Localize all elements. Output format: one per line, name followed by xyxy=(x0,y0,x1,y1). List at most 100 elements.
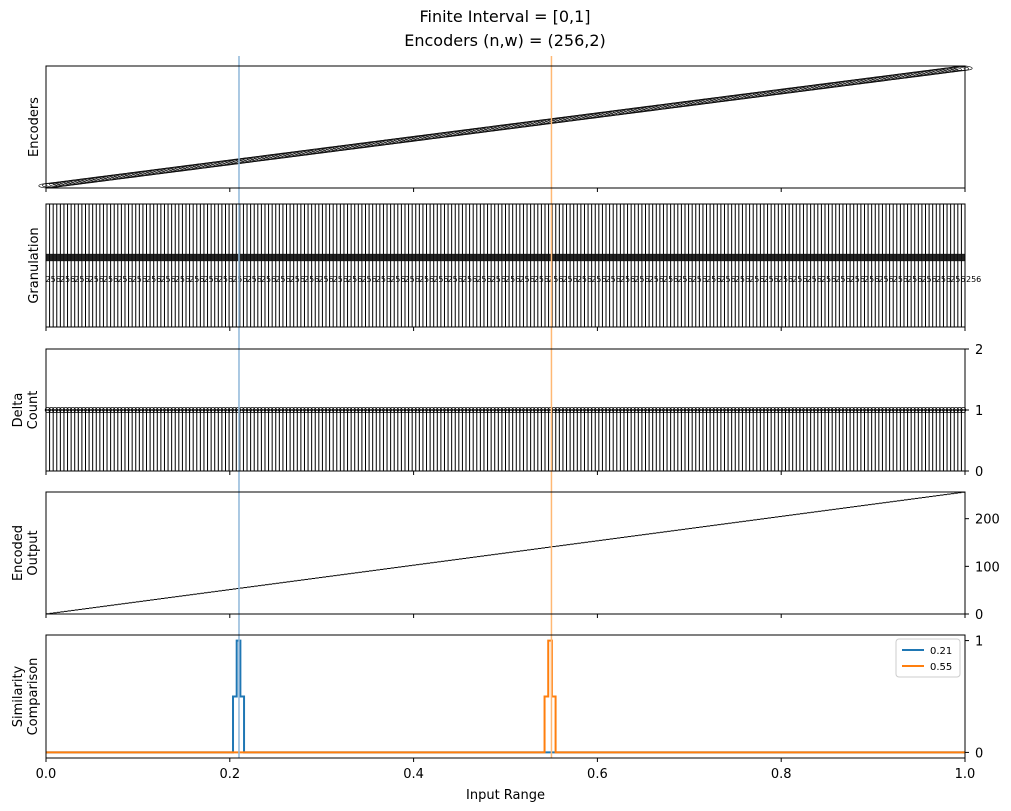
granulation-bin-band xyxy=(114,253,118,262)
granulation-bin-band xyxy=(221,253,226,262)
granulation-bin-band xyxy=(860,253,865,262)
granulation-bin-band xyxy=(56,253,61,262)
similarity-ylabel-line-1: Similarity xyxy=(11,665,26,727)
granulation-bin-band xyxy=(681,253,686,262)
similarity-x-tick-label: 0.6 xyxy=(587,767,608,782)
granulation-bin-band xyxy=(562,253,567,262)
granulation-bin-band xyxy=(699,253,704,262)
granulation-bin-band xyxy=(666,253,671,262)
granulation-bin-band xyxy=(476,253,481,262)
granulation-bin-band xyxy=(566,253,571,262)
granulation-bin-band xyxy=(261,253,266,262)
granulation-bin-band xyxy=(433,253,438,262)
granulation-bin-band xyxy=(437,253,442,262)
granulation-bin-label: 256 xyxy=(117,275,132,284)
granulation-bin-band xyxy=(821,253,826,262)
granulation-bin-band xyxy=(634,253,639,262)
granulation-bin-label: 256 xyxy=(634,275,649,284)
encoded-y-tick-label: 200 xyxy=(975,513,1000,528)
granulation-bin-band xyxy=(117,253,122,262)
granulation-bin-band xyxy=(695,253,700,262)
granulation-bin-band xyxy=(663,253,668,262)
granulation-bin-band xyxy=(519,253,524,262)
granulation-bin-band xyxy=(577,253,582,262)
granulation-bin-band xyxy=(670,253,675,262)
granulation-bin-band xyxy=(304,253,309,262)
granulation-bin-label: 256 xyxy=(893,275,908,284)
granulation-bin-band xyxy=(365,253,370,262)
granulation-bin-band xyxy=(900,253,905,262)
granulation-bin-band xyxy=(839,253,844,262)
granulation-bin-label: 256 xyxy=(103,275,118,284)
granulation-bin-band xyxy=(315,253,319,262)
granulation-bin-band xyxy=(630,253,635,262)
granulation-bin-band xyxy=(914,253,919,262)
granulation-bin-band xyxy=(336,253,341,262)
granulation-bin-band xyxy=(494,253,499,262)
granulation-bin-band xyxy=(347,253,352,262)
granulation-bin-band xyxy=(264,253,269,262)
granulation-bin-band xyxy=(300,253,305,262)
granulation-bin-label: 256 xyxy=(620,275,635,284)
granulation-bin-band xyxy=(706,253,711,262)
granulation-bin-band xyxy=(501,253,506,262)
granulation-bin-band xyxy=(724,253,729,262)
granulation-bin-band xyxy=(444,253,449,262)
granulation-bin-band xyxy=(480,253,485,262)
granulation-bin-label: 256 xyxy=(749,275,764,284)
granulation-bin-band xyxy=(602,253,607,262)
delta-count-frame xyxy=(45,348,966,472)
granulation-bin-band xyxy=(781,253,786,262)
granulation-bin-band xyxy=(796,253,801,262)
granulation-bin-band xyxy=(473,253,477,262)
granulation-bin-band xyxy=(85,253,90,262)
granulation-bin-band xyxy=(325,253,330,262)
granulation-bin-band xyxy=(135,253,140,262)
granulation-bin-band xyxy=(128,253,133,262)
granulation-bin-label: 256 xyxy=(706,275,721,284)
encoders-panel: Encoders xyxy=(27,65,973,192)
granulation-bin-band xyxy=(867,253,872,262)
legend-label-1: 0.21 xyxy=(930,646,952,657)
granulation-bin-band xyxy=(333,253,337,262)
granulation-bin-band xyxy=(106,253,111,262)
granulation-bin-band xyxy=(756,253,761,262)
granulation-bin-band xyxy=(246,253,251,262)
granulation-bin-band xyxy=(110,253,115,262)
granulation-bin-label: 256 xyxy=(462,275,477,284)
granulation-bin-band xyxy=(383,253,388,262)
granulation-bin-band xyxy=(469,253,474,262)
granulation-bin-label: 256 xyxy=(764,275,779,284)
granulation-bin-band xyxy=(932,253,937,262)
granulation-bin-band xyxy=(738,253,743,262)
granulation-bin-band xyxy=(361,253,366,262)
granulation-bin-band xyxy=(616,253,621,262)
granulation-bin-band xyxy=(767,253,772,262)
granulation-bin-label: 256 xyxy=(189,275,204,284)
granulation-bin-band xyxy=(760,253,765,262)
figure-title-line-1: Finite Interval = [0,1] xyxy=(419,7,590,26)
similarity-x-tick-label: 0.2 xyxy=(219,767,240,782)
granulation-bin-band xyxy=(74,253,79,262)
granulation-bin-band xyxy=(745,253,750,262)
granulation-bin-band xyxy=(286,253,291,262)
granulation-bin-band xyxy=(157,253,162,262)
legend-label-2: 0.55 xyxy=(930,662,952,673)
granulation-bin-band xyxy=(943,253,948,262)
granulation-bin-band xyxy=(921,253,926,262)
granulation-bin-label: 256 xyxy=(46,275,61,284)
legend-box xyxy=(895,638,961,678)
granulation-bin-label: 256 xyxy=(519,275,534,284)
granulation-bin-band xyxy=(124,253,129,262)
granulation-bin-band xyxy=(225,253,230,262)
granulation-bin-band xyxy=(415,253,420,262)
granulation-bin-band xyxy=(824,253,829,262)
granulation-bin-band xyxy=(907,253,912,262)
granulation-bin-label: 256 xyxy=(433,275,448,284)
granulation-bin-band xyxy=(311,253,316,262)
granulation-bin-band xyxy=(749,253,754,262)
encoders-ylabel-line-1: Encoders xyxy=(27,97,42,157)
granulation-bin-band xyxy=(282,253,287,262)
encoded-y-tick-label: 0 xyxy=(975,608,983,623)
